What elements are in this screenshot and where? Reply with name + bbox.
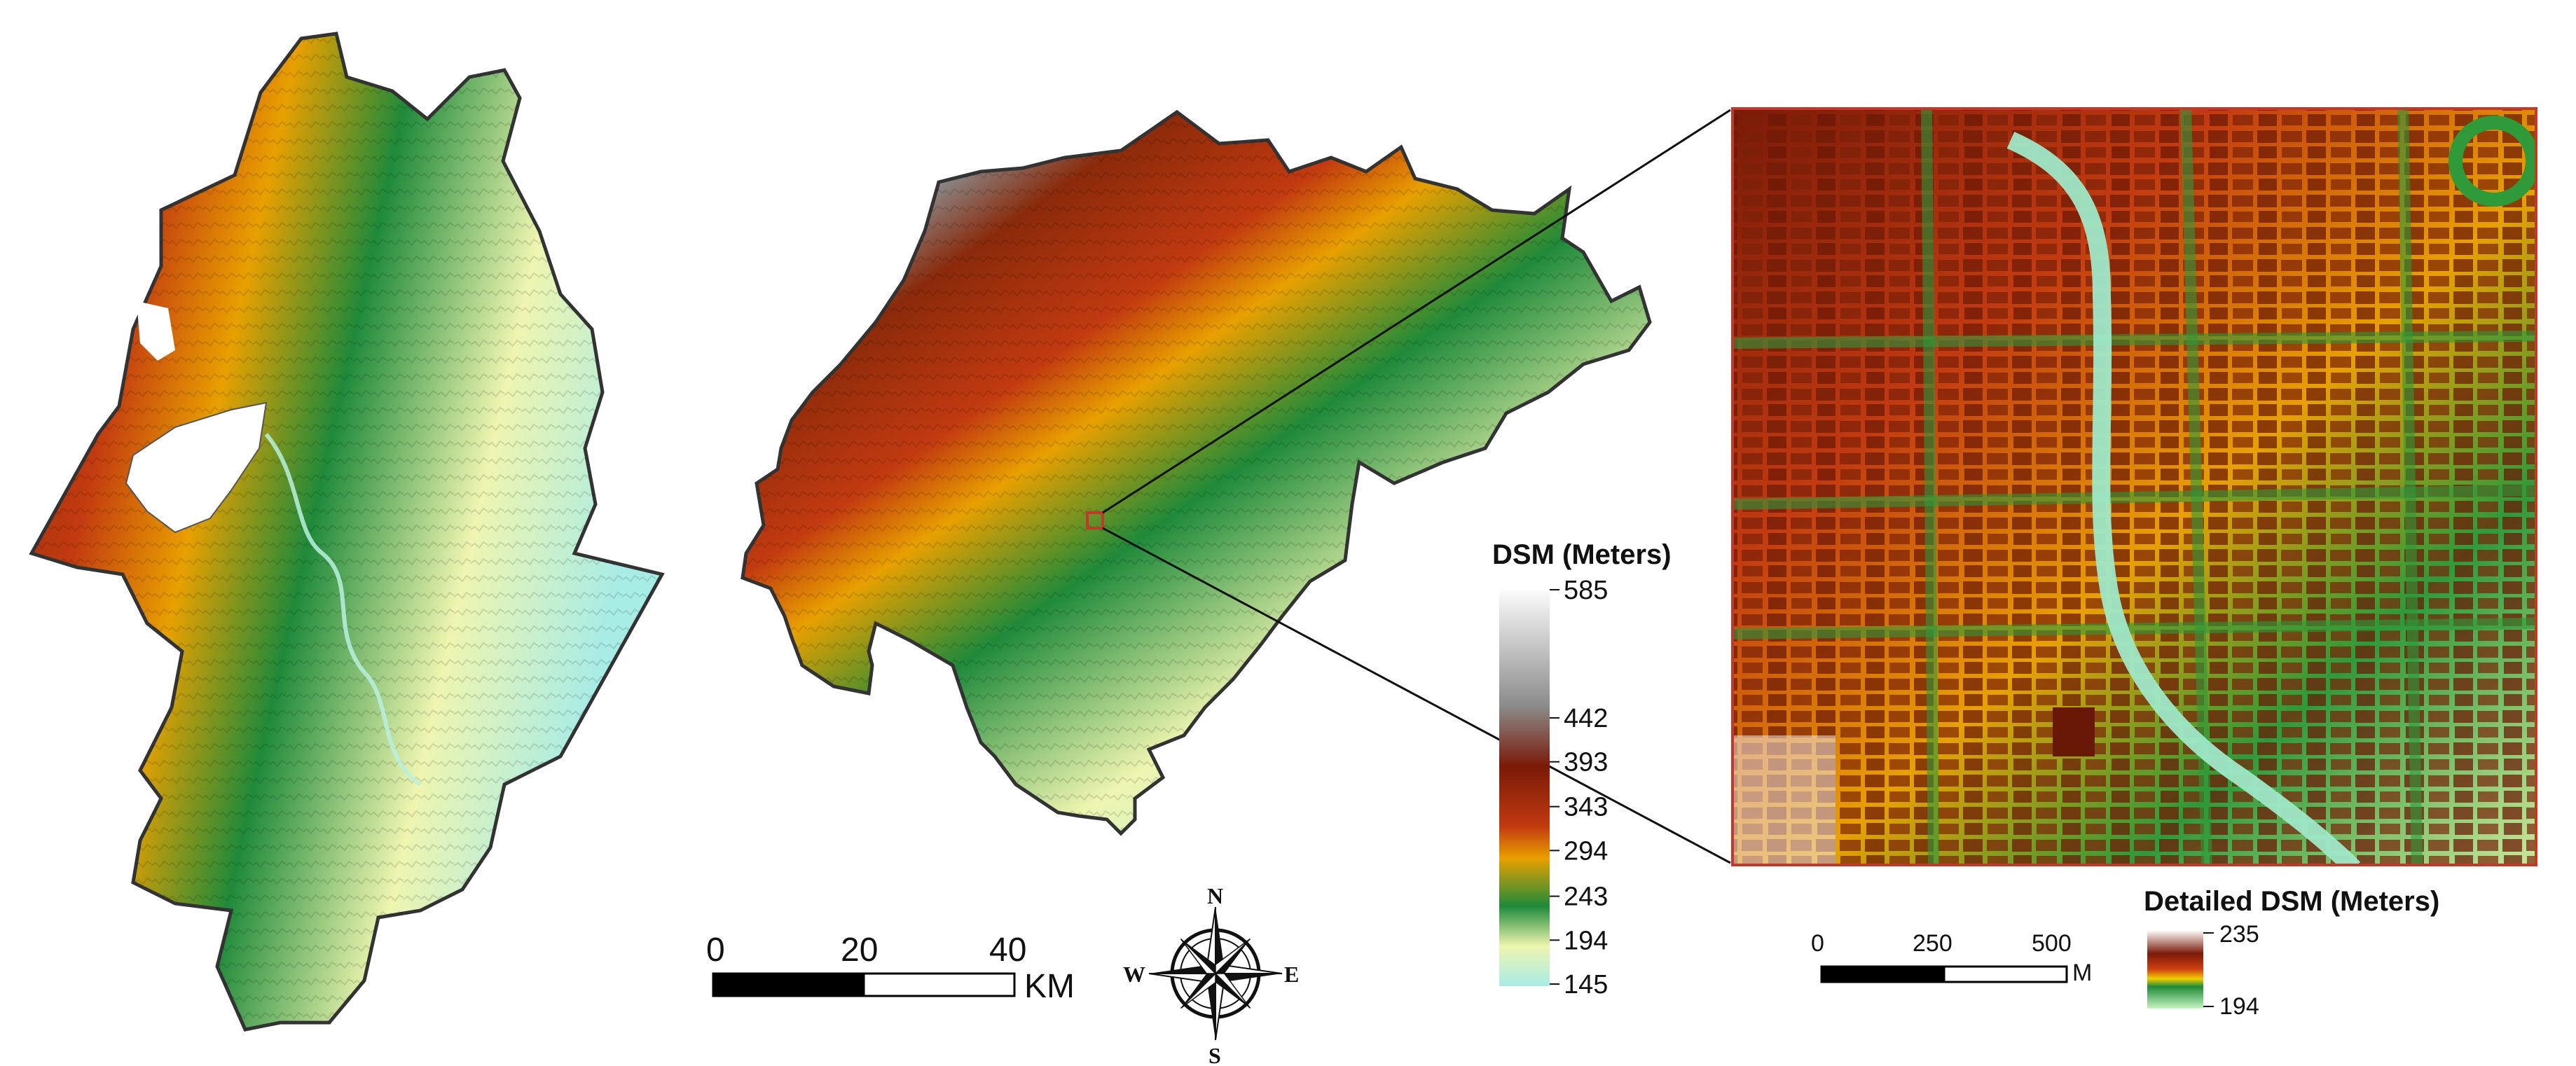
legend-color-ramp: [1499, 587, 1550, 986]
scalebar-m-label-1: 250: [1913, 930, 1952, 957]
inset-detail-map: [1733, 109, 2536, 865]
compass-rose: N S E W: [1123, 883, 1299, 1066]
detailed-legend-min: 194: [2219, 993, 2259, 1020]
compass-e: E: [1284, 962, 1299, 987]
legend-tick-label: 243: [1564, 882, 1608, 912]
legend-tick-label: 393: [1564, 748, 1608, 777]
compass-w: W: [1123, 962, 1145, 987]
lake: [125, 401, 268, 534]
scalebar-m-unit: M: [2072, 960, 2092, 986]
scalebar-km-label-1: 20: [841, 932, 878, 969]
compass-s: S: [1208, 1043, 1221, 1066]
scalebar-km-unit: KM: [1024, 968, 1075, 1005]
legend-tick-label: 194: [1564, 926, 1608, 955]
connector-bottom: [1102, 527, 1731, 864]
legend-tick-label: 294: [1564, 836, 1608, 866]
legend-tick-label: 145: [1564, 970, 1608, 999]
dsm-legend: DSM (Meters) 585 442 393 343 294 243 194 145: [1492, 539, 1672, 999]
compass-n: N: [1207, 883, 1223, 908]
scalebar-km-label-2: 40: [989, 932, 1026, 969]
creek-channel: [2006, 132, 2361, 865]
connector-top: [1102, 109, 1731, 514]
river: [264, 433, 422, 787]
detailed-dsm-legend: Detailed DSM (Meters) 235 194: [2144, 886, 2439, 1020]
legend-tick-label: 442: [1564, 704, 1608, 733]
detailed-legend-title: Detailed DSM (Meters): [2144, 886, 2439, 917]
inset-frame: [1731, 107, 2537, 866]
middle-terrain-map: [741, 109, 1652, 836]
lake-small: [137, 301, 175, 361]
scalebar-km: 0 20 40 KM: [706, 932, 1075, 1005]
detailed-legend-ramp: [2147, 930, 2203, 1009]
scalebar-m: 0 250 500 M: [1811, 930, 2092, 986]
scalebar-m-label-2: 500: [2032, 930, 2072, 957]
scalebar-m-label-0: 0: [1811, 930, 1824, 957]
legend-tick-label: 343: [1564, 793, 1608, 822]
legend-title: DSM (Meters): [1492, 539, 1672, 570]
detailed-legend-max: 235: [2219, 921, 2259, 948]
left-terrain-map: [29, 32, 665, 1032]
legend-tick-label: 585: [1564, 576, 1608, 605]
scalebar-km-label-0: 0: [706, 932, 725, 969]
inset-locator-box: [1086, 511, 1104, 529]
